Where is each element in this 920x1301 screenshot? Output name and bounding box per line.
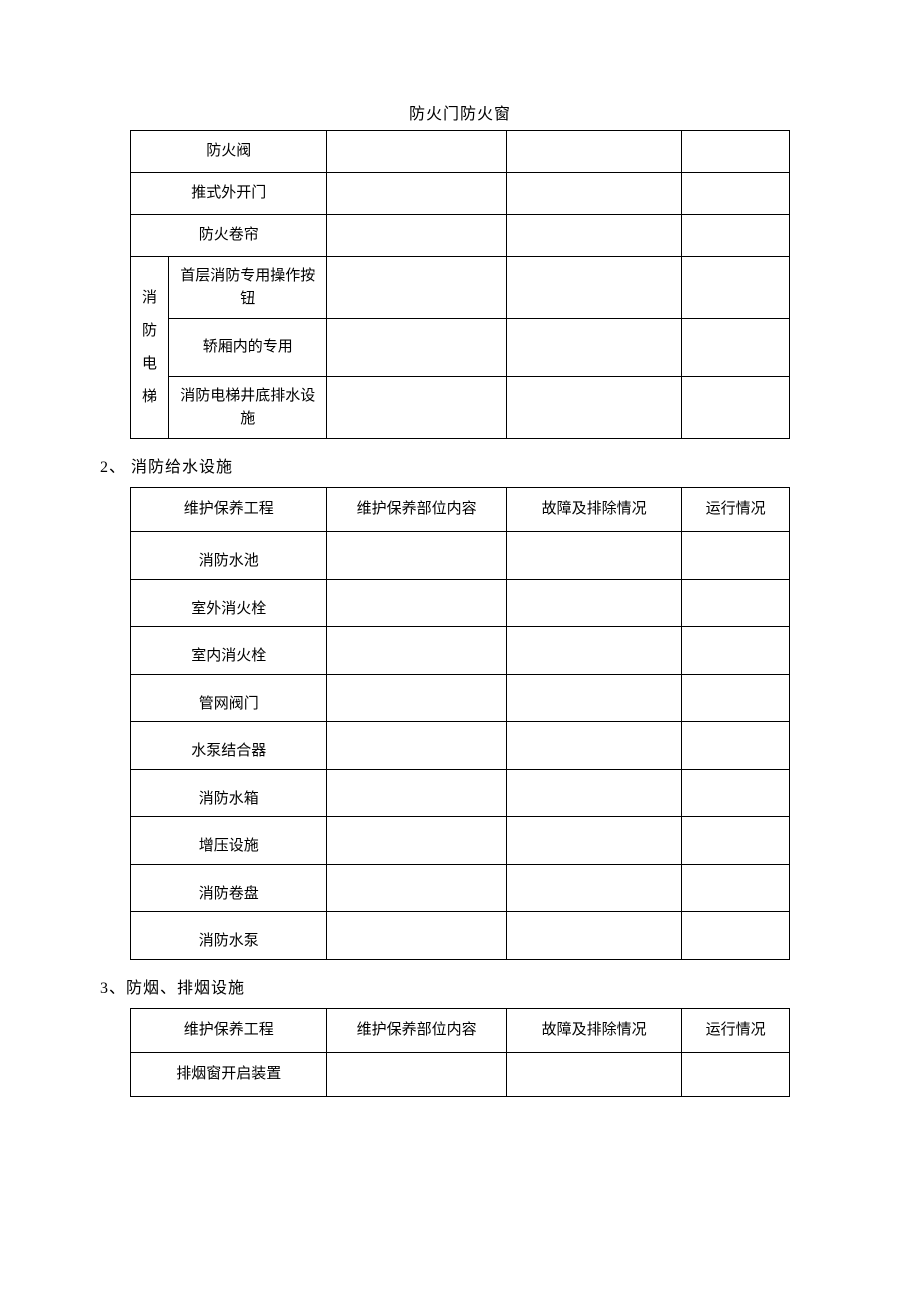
cell-empty [682,769,790,817]
cell-label: 室内消火栓 [131,627,327,675]
cell-empty [327,1052,507,1096]
cell-empty [682,817,790,865]
cell-empty [506,215,681,257]
cell-empty [682,257,790,319]
cell-empty [506,817,681,865]
page-title: 防火门防火窗 [130,100,790,124]
cell-empty [682,674,790,722]
cell-empty [682,722,790,770]
cell-empty [327,722,507,770]
table-row: 室外消火栓 [131,579,790,627]
table-row: 消防电梯 首层消防专用操作按钮 [131,257,790,319]
col-header: 故障及排除情况 [506,1008,681,1052]
col-header: 故障及排除情况 [506,488,681,532]
cell-empty [506,319,681,377]
cell-label: 水泵结合器 [131,722,327,770]
cell-empty [327,173,507,215]
cell-merged-label: 消防电梯 [131,257,169,439]
cell-empty [682,215,790,257]
table-row: 消防水池 [131,532,790,580]
cell-empty [682,173,790,215]
cell-label: 消防水箱 [131,769,327,817]
table-row: 消防电梯井底排水设施 [131,377,790,439]
table-row: 防火卷帘 [131,215,790,257]
cell-label: 轿厢内的专用 [169,319,327,377]
section-heading-3: 3、防烟、排烟设施 [100,974,790,998]
cell-empty [682,1052,790,1096]
table-row: 防火阀 [131,131,790,173]
cell-empty [506,1052,681,1096]
cell-empty [506,769,681,817]
cell-empty [327,579,507,627]
cell-label: 防火卷帘 [131,215,327,257]
col-header: 运行情况 [682,1008,790,1052]
cell-label: 消防电梯井底排水设施 [169,377,327,439]
col-header: 维护保养工程 [131,488,327,532]
table-row: 排烟窗开启装置 [131,1052,790,1096]
cell-empty [327,131,507,173]
cell-empty [327,769,507,817]
cell-empty [327,215,507,257]
cell-empty [506,912,681,960]
cell-empty [506,579,681,627]
cell-label: 推式外开门 [131,173,327,215]
table-row: 管网阀门 [131,674,790,722]
cell-empty [506,722,681,770]
table-row: 消防卷盘 [131,864,790,912]
cell-empty [506,674,681,722]
cell-label: 室外消火栓 [131,579,327,627]
table-row: 轿厢内的专用 [131,319,790,377]
cell-empty [327,377,507,439]
cell-empty [682,579,790,627]
cell-empty [327,257,507,319]
table-smoke: 维护保养工程 维护保养部位内容 故障及排除情况 运行情况 排烟窗开启装置 [130,1008,790,1097]
cell-empty [327,674,507,722]
table-fire-door: 防火阀 推式外开门 防火卷帘 消防电梯 首层消防专用操作按钮 轿厢内的专用 消防… [130,130,790,439]
cell-label: 增压设施 [131,817,327,865]
table-row: 室内消火栓 [131,627,790,675]
table-header-row: 维护保养工程 维护保养部位内容 故障及排除情况 运行情况 [131,1008,790,1052]
table-row: 水泵结合器 [131,722,790,770]
cell-empty [506,377,681,439]
cell-empty [682,627,790,675]
table-header-row: 维护保养工程 维护保养部位内容 故障及排除情况 运行情况 [131,488,790,532]
cell-empty [327,912,507,960]
table-row: 消防水箱 [131,769,790,817]
col-header: 维护保养部位内容 [327,1008,507,1052]
cell-empty [506,257,681,319]
table-row: 增压设施 [131,817,790,865]
cell-empty [506,173,681,215]
cell-label: 消防水泵 [131,912,327,960]
cell-empty [506,532,681,580]
cell-empty [682,377,790,439]
cell-label: 防火阀 [131,131,327,173]
cell-empty [506,627,681,675]
section-heading-2: 2、 消防给水设施 [100,453,790,477]
cell-empty [682,319,790,377]
cell-label: 消防水池 [131,532,327,580]
cell-label: 消防卷盘 [131,864,327,912]
cell-empty [682,912,790,960]
col-header: 运行情况 [682,488,790,532]
cell-empty [682,864,790,912]
cell-empty [506,864,681,912]
col-header: 维护保养部位内容 [327,488,507,532]
cell-label: 管网阀门 [131,674,327,722]
col-header: 维护保养工程 [131,1008,327,1052]
cell-empty [682,131,790,173]
cell-empty [327,532,507,580]
cell-empty [327,864,507,912]
cell-empty [506,131,681,173]
table-water-supply: 维护保养工程 维护保养部位内容 故障及排除情况 运行情况 消防水池 室外消火栓 … [130,487,790,960]
cell-empty [682,532,790,580]
table-row: 消防水泵 [131,912,790,960]
cell-label: 排烟窗开启装置 [131,1052,327,1096]
cell-empty [327,319,507,377]
cell-empty [327,627,507,675]
table-row: 推式外开门 [131,173,790,215]
cell-empty [327,817,507,865]
cell-label: 首层消防专用操作按钮 [169,257,327,319]
